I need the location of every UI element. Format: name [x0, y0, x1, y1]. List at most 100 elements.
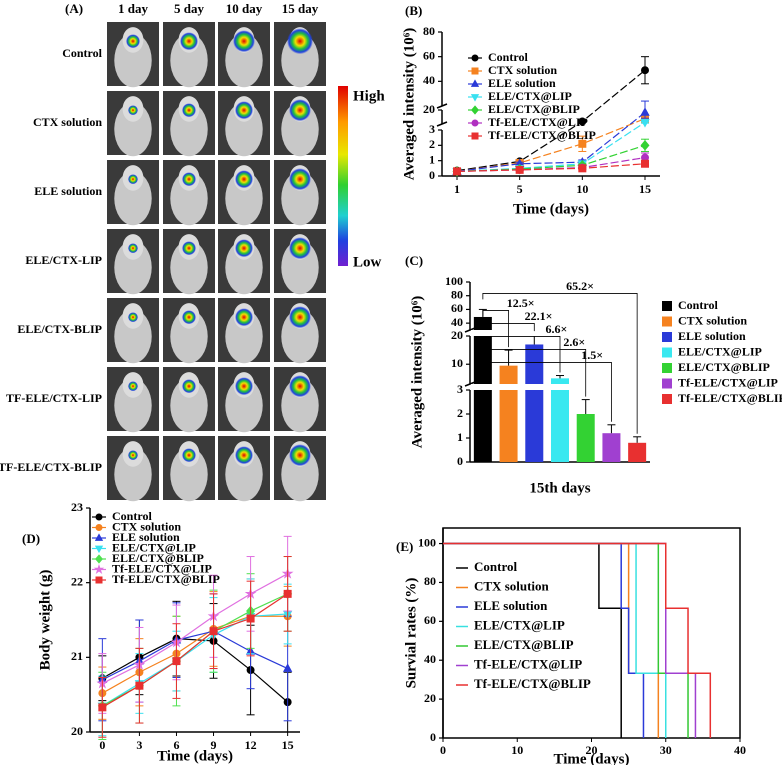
series-line	[102, 630, 288, 681]
row-label: ELE solution	[34, 184, 102, 198]
y-tick-label: 100	[418, 535, 436, 549]
y-tick-label: 0	[457, 454, 463, 468]
y-tick-label: 40	[424, 652, 436, 666]
y-tick-label: 40	[451, 315, 463, 329]
legend-label: Tf-ELE/CTX@BLIP	[112, 572, 220, 586]
mouse-image	[218, 436, 270, 502]
point	[578, 164, 587, 173]
legend-label: CTX solution	[112, 519, 181, 533]
bar	[576, 414, 595, 462]
mouse-body	[225, 309, 263, 364]
bracket	[482, 336, 561, 373]
legend-marker	[95, 576, 103, 584]
legend-marker	[95, 513, 103, 521]
legend-label: Tf-ELE/CTX@BLIP	[474, 676, 591, 691]
panel-label: (E)	[396, 539, 413, 554]
mouse-body	[114, 33, 152, 88]
error-bar	[581, 399, 590, 414]
y-axis-label: Averaged intensity (10⁶)	[409, 296, 425, 449]
mouse-image	[107, 160, 159, 226]
y-tick-label: 21	[71, 649, 83, 663]
point	[246, 614, 255, 623]
mouse-body	[114, 447, 152, 502]
series-line	[102, 573, 288, 685]
mouse-image	[274, 160, 326, 226]
series-line	[456, 163, 646, 172]
signal	[126, 34, 140, 49]
mouse-body	[114, 309, 152, 364]
signal	[128, 312, 138, 323]
legend-label: Control	[488, 50, 528, 64]
legend-label: ELE/CTX@LIP	[488, 89, 572, 103]
survival-curve	[443, 542, 712, 738]
column-header: 15 day	[282, 1, 319, 16]
signal	[182, 241, 196, 256]
signal	[182, 103, 196, 118]
mouse-body	[225, 447, 263, 502]
mouse-body	[170, 309, 208, 364]
bar	[551, 378, 569, 462]
bracket	[482, 349, 587, 397]
legend-marker	[94, 533, 104, 541]
y-tick-label: 23	[71, 500, 83, 514]
legend-label: ELE solution	[474, 598, 548, 613]
x-tick-label: 40	[734, 743, 746, 757]
mouse-image	[163, 436, 215, 502]
mouse-image	[274, 22, 326, 88]
x-tick-label: 5	[517, 182, 523, 196]
y-tick-label: 2	[457, 406, 463, 420]
y-tick-label: 20	[451, 328, 463, 342]
legend-label: CTX solution	[678, 313, 747, 327]
axis-break	[436, 103, 448, 109]
legend-marker	[94, 545, 104, 554]
y-tick-label: 60	[451, 301, 463, 315]
bar	[628, 442, 647, 462]
legend-label: Control	[112, 509, 152, 523]
y-tick-label: 3	[429, 122, 435, 136]
y-tick-label: 0	[430, 730, 436, 744]
x-axis-label: 15th days	[529, 480, 590, 496]
point	[641, 159, 649, 168]
mouse-body	[170, 33, 208, 88]
error-bar	[633, 436, 642, 443]
legend-label: ELE/CTX@LIP	[678, 344, 762, 358]
mouse-image	[218, 229, 270, 295]
column-header: 1 day	[118, 1, 148, 16]
point	[641, 66, 649, 75]
x-tick-label: 3	[136, 738, 142, 752]
point	[578, 117, 587, 126]
signal	[128, 105, 138, 116]
signal	[235, 170, 253, 189]
mouse-body	[225, 171, 263, 226]
signal	[289, 444, 311, 467]
y-tick-label: 60	[423, 48, 435, 62]
bar	[499, 365, 518, 462]
y-tick-label: 80	[424, 574, 436, 588]
axis-gap	[471, 330, 651, 336]
legend-marker	[470, 94, 480, 102]
legend-swatch	[662, 332, 672, 342]
series-line	[102, 638, 289, 703]
legend-label: ELE solution	[678, 329, 746, 343]
mouse-body	[225, 240, 263, 295]
series-line	[102, 593, 288, 708]
point	[640, 107, 650, 116]
legend-swatch	[662, 394, 672, 404]
legend-label: ELE/CTX@LIP	[474, 617, 565, 632]
column-header: 10 day	[226, 1, 263, 16]
colorbar	[338, 86, 348, 266]
mouse-image	[163, 160, 215, 226]
signal	[128, 450, 138, 461]
legend-swatch	[662, 363, 672, 373]
legend-label: Tf-ELE/CTX@LIP	[474, 656, 582, 671]
signal	[235, 446, 253, 465]
series-line	[102, 613, 288, 707]
y-tick-label: 20	[71, 724, 83, 738]
annotation: 6.6×	[546, 322, 568, 336]
error-bar	[607, 424, 616, 434]
mouse-body	[170, 102, 208, 157]
mouse-body	[170, 171, 208, 226]
series-line	[456, 112, 646, 172]
mouse-image	[274, 367, 326, 433]
